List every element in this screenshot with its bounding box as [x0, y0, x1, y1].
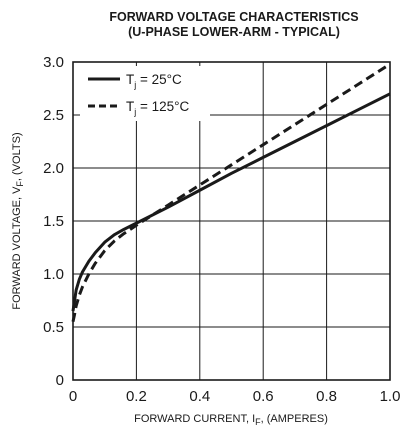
- series-line-tj-125c: [71, 62, 391, 323]
- y-tick-label: 0: [56, 372, 64, 389]
- x-tick-label: 0.8: [316, 388, 337, 405]
- y-tick-label: 1.0: [43, 266, 64, 283]
- x-tick-label: 0: [69, 388, 77, 405]
- legend-background: [80, 66, 210, 121]
- y-axis-label: FORWARD VOLTAGE, VF, (VOLTS): [11, 132, 25, 309]
- x-tick-label: 0.4: [189, 388, 210, 405]
- y-tick-label: 0.5: [43, 319, 64, 336]
- y-tick-label: 1.5: [43, 213, 64, 230]
- x-tick-label: 0.2: [126, 388, 147, 405]
- x-axis-label: FORWARD CURRENT, IF, (AMPERES): [134, 413, 328, 427]
- legend-label-tj-25c: Tj = 25°C: [126, 72, 182, 90]
- series-lines: [71, 62, 391, 323]
- y-tick-label: 2.5: [43, 107, 64, 124]
- chart-subtitle: (U-PHASE LOWER-ARM - TYPICAL): [128, 25, 340, 39]
- x-tick-label: 1.0: [380, 388, 401, 405]
- y-tick-label: 2.0: [43, 160, 64, 177]
- y-tick-label: 3.0: [43, 54, 64, 71]
- legend: Tj = 25°C Tj = 125°C: [80, 66, 210, 121]
- legend-label-tj-125c: Tj = 125°C: [126, 99, 190, 117]
- plot-frame: [72, 61, 391, 381]
- chart-title: FORWARD VOLTAGE CHARACTERISTICS: [109, 10, 358, 24]
- tick-labels: 0 0.2 0.4 0.6 0.8 1.0 0 0.5 1.0 1.5 2.0 2.5 3.0: [43, 54, 400, 405]
- series-line-tj-25c: [71, 92, 391, 312]
- x-tick-label: 0.6: [253, 388, 274, 405]
